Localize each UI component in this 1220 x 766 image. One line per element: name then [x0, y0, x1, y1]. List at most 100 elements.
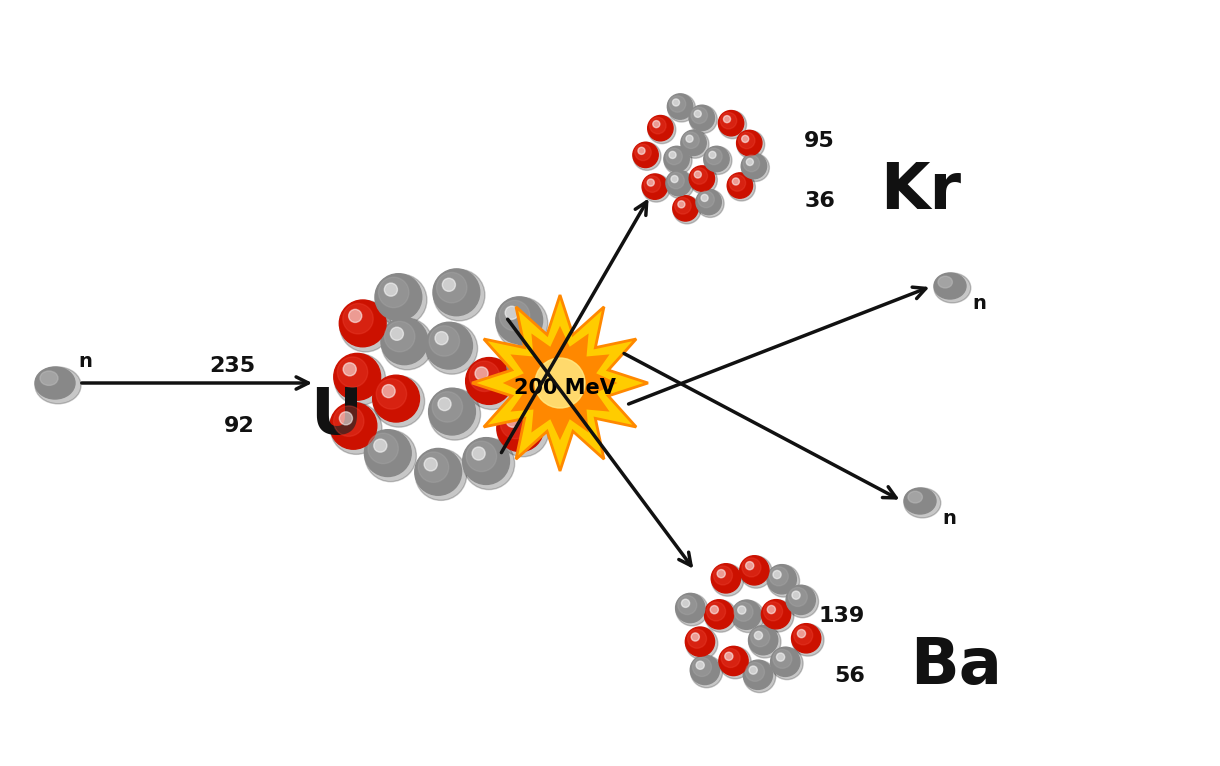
Polygon shape [503, 326, 617, 440]
Circle shape [644, 176, 660, 192]
Circle shape [516, 351, 529, 364]
Text: n: n [942, 509, 956, 528]
Circle shape [688, 629, 706, 648]
Ellipse shape [433, 270, 484, 321]
Circle shape [506, 414, 520, 427]
Circle shape [378, 277, 409, 308]
Circle shape [792, 624, 821, 653]
Circle shape [692, 633, 699, 641]
Circle shape [506, 342, 554, 388]
Ellipse shape [697, 189, 725, 218]
Circle shape [743, 155, 760, 172]
Ellipse shape [691, 656, 722, 688]
Circle shape [375, 273, 422, 320]
Circle shape [694, 110, 702, 117]
Circle shape [786, 585, 815, 614]
Circle shape [767, 565, 797, 594]
Circle shape [664, 146, 689, 172]
Circle shape [499, 300, 529, 331]
Circle shape [648, 116, 673, 141]
Circle shape [670, 96, 686, 113]
Ellipse shape [938, 277, 953, 288]
Circle shape [495, 297, 543, 344]
Circle shape [705, 148, 722, 165]
Circle shape [425, 458, 437, 471]
Ellipse shape [35, 367, 81, 404]
Text: 235: 235 [209, 356, 255, 376]
Ellipse shape [792, 624, 824, 656]
Ellipse shape [904, 488, 941, 518]
Circle shape [682, 599, 689, 607]
Circle shape [742, 558, 761, 577]
Circle shape [732, 178, 739, 185]
Text: Ba: Ba [910, 635, 1002, 697]
Ellipse shape [749, 626, 781, 658]
Circle shape [683, 132, 699, 149]
Circle shape [704, 600, 733, 629]
Circle shape [745, 663, 765, 681]
Circle shape [689, 166, 715, 192]
Ellipse shape [771, 647, 803, 679]
Circle shape [384, 283, 398, 296]
Ellipse shape [676, 594, 708, 626]
Ellipse shape [666, 171, 694, 198]
Circle shape [749, 626, 777, 655]
Circle shape [720, 113, 737, 129]
Circle shape [754, 631, 762, 640]
Text: Kr: Kr [880, 160, 961, 222]
Text: 200 MeV: 200 MeV [514, 378, 616, 398]
Circle shape [339, 412, 353, 425]
Circle shape [443, 278, 455, 291]
Circle shape [470, 361, 500, 391]
Ellipse shape [664, 146, 692, 175]
Circle shape [333, 406, 364, 437]
Ellipse shape [35, 367, 74, 399]
Circle shape [438, 398, 451, 411]
Ellipse shape [904, 488, 936, 514]
Circle shape [669, 152, 676, 159]
Ellipse shape [648, 116, 676, 144]
Circle shape [788, 588, 808, 607]
Ellipse shape [689, 106, 717, 133]
Circle shape [337, 357, 367, 388]
Circle shape [761, 600, 791, 629]
Circle shape [418, 452, 449, 483]
Circle shape [776, 653, 784, 661]
Circle shape [667, 172, 684, 189]
Circle shape [649, 117, 666, 134]
Circle shape [373, 439, 387, 452]
Circle shape [719, 110, 744, 136]
Ellipse shape [339, 300, 392, 352]
Circle shape [770, 567, 788, 586]
Ellipse shape [908, 491, 922, 503]
Circle shape [689, 105, 715, 130]
Circle shape [384, 322, 415, 352]
Circle shape [734, 602, 753, 621]
Ellipse shape [727, 173, 755, 201]
Circle shape [772, 650, 792, 669]
Circle shape [634, 144, 651, 161]
Text: n: n [78, 352, 92, 371]
Circle shape [432, 391, 462, 422]
Circle shape [368, 434, 399, 463]
Text: n: n [972, 293, 986, 313]
Ellipse shape [711, 564, 744, 596]
Circle shape [686, 135, 693, 142]
Ellipse shape [667, 94, 695, 122]
Ellipse shape [737, 130, 765, 159]
Text: 56: 56 [834, 666, 865, 686]
Circle shape [743, 660, 772, 689]
Circle shape [642, 174, 667, 199]
Circle shape [671, 175, 678, 182]
Ellipse shape [426, 322, 477, 375]
Circle shape [704, 146, 730, 172]
Circle shape [702, 195, 708, 201]
Circle shape [691, 107, 708, 123]
Circle shape [339, 300, 386, 347]
Circle shape [433, 269, 479, 316]
Circle shape [706, 602, 726, 621]
Circle shape [466, 441, 497, 472]
Ellipse shape [373, 375, 425, 427]
Circle shape [415, 448, 461, 496]
Circle shape [666, 171, 692, 196]
